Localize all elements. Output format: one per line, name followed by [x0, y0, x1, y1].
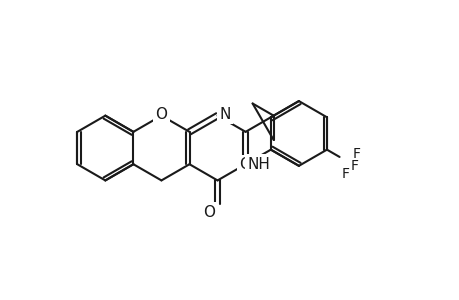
Text: F: F — [353, 147, 360, 161]
Text: O: O — [203, 205, 215, 220]
Text: O: O — [155, 107, 167, 122]
Text: NH: NH — [247, 157, 270, 172]
Text: F: F — [341, 167, 349, 181]
Text: F: F — [350, 159, 358, 173]
Text: N: N — [219, 107, 230, 122]
Text: O: O — [239, 157, 251, 172]
